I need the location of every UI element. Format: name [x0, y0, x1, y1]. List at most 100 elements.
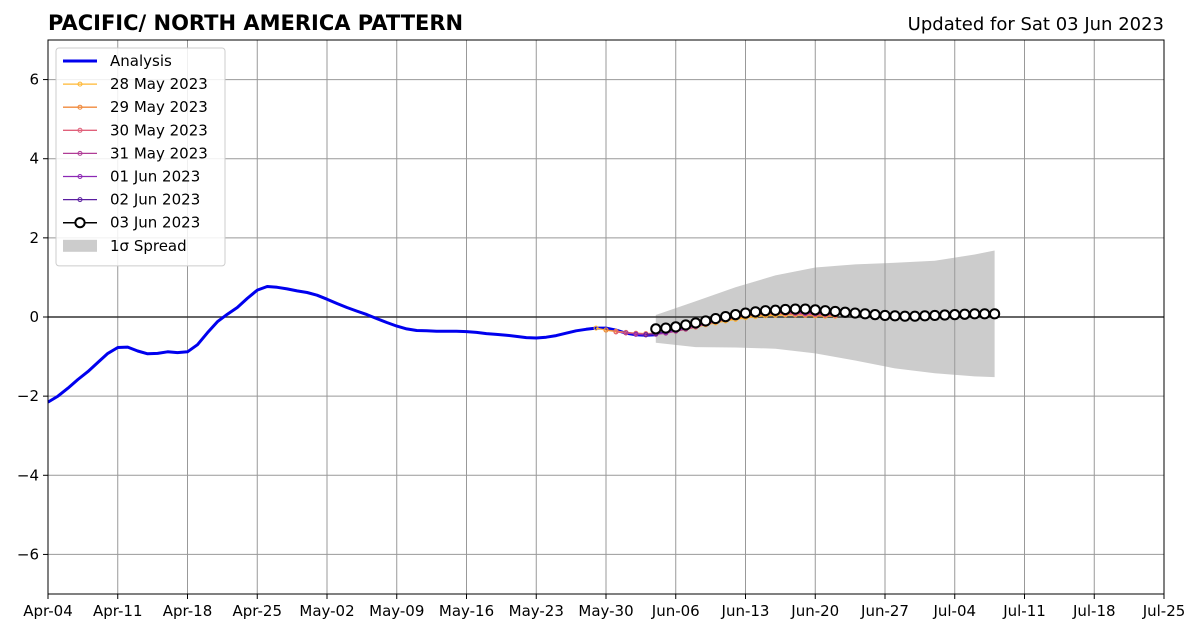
y-tick-label: −2	[17, 387, 39, 405]
series-line	[47, 285, 656, 404]
x-tick-label: Jun-27	[860, 602, 909, 620]
series-point	[899, 310, 911, 322]
legend-entry: Analysis	[63, 52, 172, 70]
x-tick-label: Jul-04	[932, 602, 976, 620]
legend-swatch	[63, 239, 97, 252]
legend-entry: 1σ Spread	[63, 237, 187, 255]
series-point	[623, 330, 629, 336]
legend-label: Analysis	[110, 52, 172, 70]
series-point	[603, 327, 609, 333]
series-point	[989, 308, 1001, 320]
series-point	[700, 315, 712, 327]
series-point	[769, 304, 781, 316]
series-point	[613, 329, 619, 335]
series-point	[593, 325, 599, 331]
x-tick-label: Apr-11	[93, 602, 143, 620]
series-point	[789, 303, 801, 315]
series-point	[690, 317, 702, 329]
chart-title: PACIFIC/ NORTH AMERICA PATTERN	[48, 11, 463, 35]
legend-label: 03 Jun 2023	[110, 214, 200, 232]
x-tick-label: Jun-20	[790, 602, 839, 620]
legend-label: 1σ Spread	[110, 237, 187, 255]
y-tick-label: −6	[17, 545, 39, 563]
x-tick-label: May-23	[509, 602, 564, 620]
legend-entry: 03 Jun 2023	[63, 214, 200, 232]
series-point	[660, 322, 672, 334]
series-point	[909, 310, 921, 322]
series-point	[869, 309, 881, 321]
series-point	[919, 310, 931, 322]
legend-marker	[77, 174, 83, 179]
series-point	[633, 331, 639, 337]
series-point	[710, 312, 722, 325]
chart-subtitle: Updated for Sat 03 Jun 2023	[908, 14, 1164, 35]
series-point	[643, 332, 649, 338]
legend-entry: 30 May 2023	[63, 121, 208, 139]
series-point	[680, 319, 692, 331]
legend-label: 28 May 2023	[110, 75, 208, 93]
series-point	[949, 309, 961, 321]
tick-layer: Apr-04 Apr-11 Apr-18 Apr-25 May-02 May-09 May-…	[17, 71, 1185, 620]
x-tick-label: May-02	[299, 602, 354, 620]
legend-entry: 31 May 2023	[63, 144, 208, 162]
series-point	[859, 308, 871, 320]
y-tick-label: 0	[29, 308, 39, 326]
x-tick-label: May-09	[369, 602, 424, 620]
series-point	[729, 309, 742, 321]
series-point	[670, 321, 682, 333]
series-point	[839, 306, 851, 318]
series-point	[829, 305, 841, 318]
legend-entry: 28 May 2023	[63, 75, 208, 93]
legend-label: 31 May 2023	[110, 144, 208, 162]
series-layer	[47, 285, 1001, 404]
series-point	[779, 303, 791, 316]
y-tick-label: 4	[29, 150, 39, 168]
series-point	[849, 307, 861, 319]
legend-label: 02 Jun 2023	[110, 191, 200, 209]
legend-box	[55, 47, 226, 267]
series-point	[759, 305, 772, 317]
series-point	[799, 303, 811, 315]
series-point	[739, 307, 752, 319]
series-7	[650, 303, 1001, 335]
series-point	[979, 308, 991, 320]
legend-marker	[74, 217, 86, 229]
legend-label: 30 May 2023	[110, 121, 208, 139]
legend-entry: 02 Jun 2023	[63, 191, 200, 209]
series-point	[819, 305, 831, 317]
series-point	[929, 309, 941, 322]
x-tick-label: May-30	[578, 602, 633, 620]
legend-marker	[77, 197, 83, 203]
y-tick-label: 2	[29, 229, 39, 247]
series-point	[889, 310, 901, 322]
legend: Analysis 28 May 2023 29 May 2023 30 May 202…	[55, 47, 226, 267]
legend-entry: 01 Jun 2023	[63, 168, 200, 186]
x-tick-label: Jul-25	[1142, 602, 1186, 620]
series-point	[809, 304, 821, 316]
series-point	[959, 308, 971, 320]
x-tick-label: Apr-25	[233, 602, 283, 620]
x-tick-label: Jul-11	[1002, 602, 1046, 620]
x-tick-label: Apr-04	[23, 602, 73, 620]
legend-marker	[77, 81, 83, 87]
series-0	[47, 285, 656, 404]
legend-label: 01 Jun 2023	[110, 168, 200, 186]
series-point	[939, 309, 951, 321]
x-tick-label: Jun-06	[651, 602, 700, 620]
legend-entry: 29 May 2023	[63, 98, 208, 116]
legend-label: 29 May 2023	[110, 98, 208, 116]
series-point	[879, 309, 891, 322]
legend-marker	[77, 104, 83, 110]
x-tick-label: Apr-18	[163, 602, 213, 620]
series-point	[969, 308, 981, 320]
y-tick-label: −4	[17, 466, 39, 484]
legend-marker	[77, 150, 83, 156]
series-point	[719, 311, 732, 323]
x-tick-label: May-16	[439, 602, 494, 620]
series-point	[749, 306, 762, 318]
series-point	[650, 323, 662, 335]
x-tick-label: Jun-13	[721, 602, 770, 620]
x-tick-label: Jul-18	[1072, 602, 1116, 620]
legend-marker	[77, 127, 83, 133]
